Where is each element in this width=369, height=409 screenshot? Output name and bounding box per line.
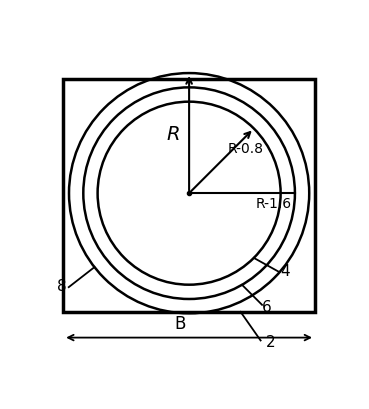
Text: R-0.8: R-0.8 [228,142,263,155]
Text: B: B [175,315,186,333]
Text: 8: 8 [57,279,66,294]
Text: R: R [167,124,180,143]
Text: 6: 6 [262,299,271,314]
Text: 2: 2 [266,335,276,350]
Text: 4: 4 [280,264,290,279]
Text: R-1.6: R-1.6 [255,197,292,211]
